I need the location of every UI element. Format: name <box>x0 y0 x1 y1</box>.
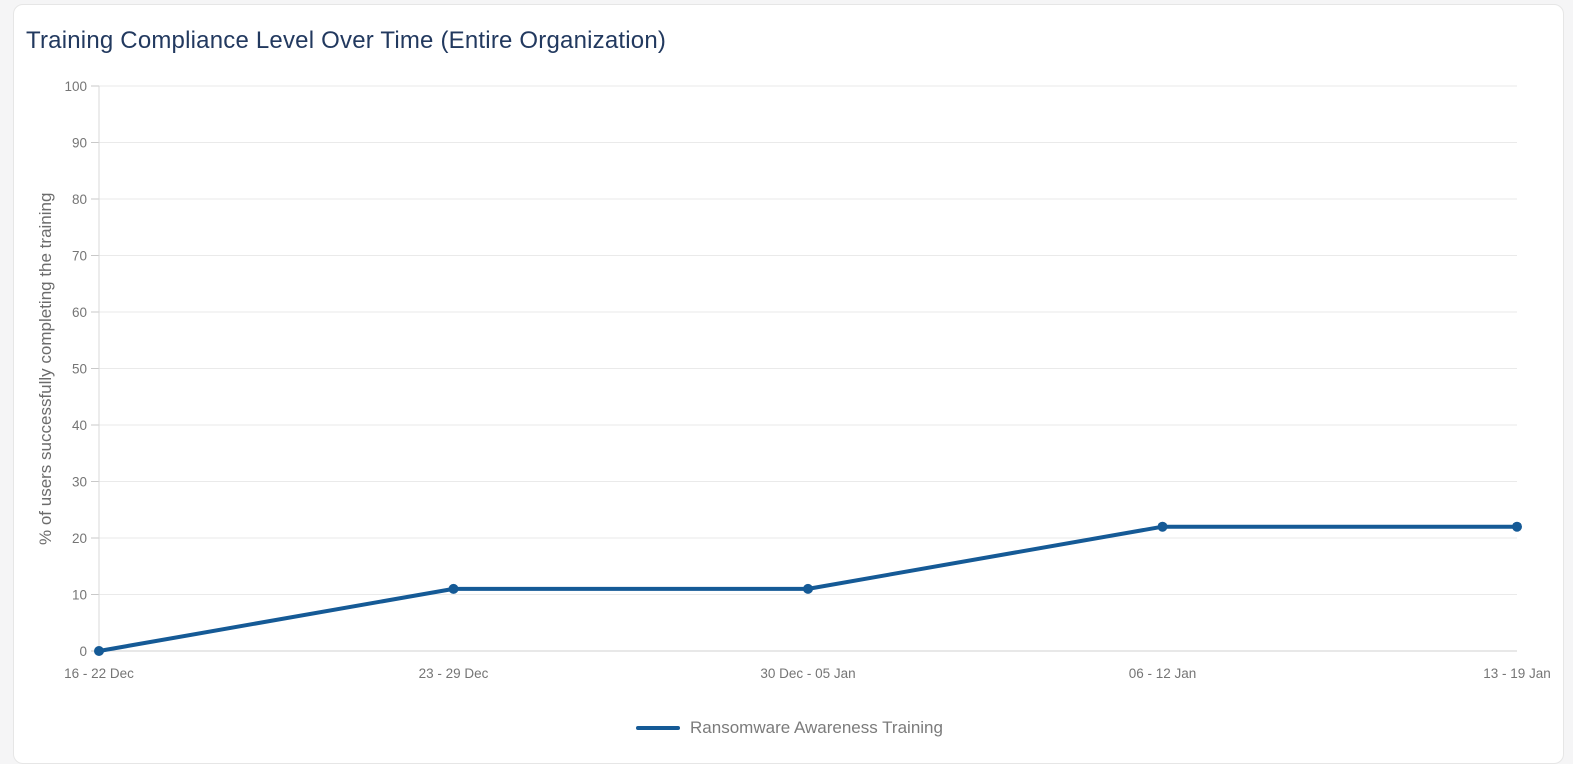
y-tick-label: 40 <box>72 418 87 433</box>
legend-line-swatch <box>636 726 681 730</box>
y-tick-label: 60 <box>72 305 87 320</box>
x-tick-label: 06 - 12 Jan <box>1129 666 1197 681</box>
legend-label: Ransomware Awareness Training <box>690 718 943 737</box>
y-tick-label: 0 <box>79 644 87 659</box>
data-point[interactable] <box>94 646 104 656</box>
data-point[interactable] <box>1512 521 1522 532</box>
y-tick-label: 30 <box>72 475 87 490</box>
x-tick-label: 16 - 22 Dec <box>64 666 134 681</box>
y-tick-label: 80 <box>72 192 87 207</box>
y-tick-label: 50 <box>72 362 87 377</box>
data-point[interactable] <box>448 583 459 594</box>
y-tick-label: 10 <box>72 588 87 603</box>
y-tick-label: 20 <box>72 531 87 546</box>
data-point[interactable] <box>803 583 813 594</box>
x-tick-label: 13 - 19 Jan <box>1483 666 1551 681</box>
chart-title: Training Compliance Level Over Time (Ent… <box>26 27 667 54</box>
y-tick-label: 100 <box>64 79 87 94</box>
data-point[interactable] <box>1157 521 1168 532</box>
compliance-line-chart: 0 10 20 30 40 50 60 70 80 90 100 16 - 22 Dec 23 - 29… <box>64 79 1551 681</box>
y-tick-label: 90 <box>72 136 87 151</box>
legend: Ransomware Awareness Training <box>14 718 1565 738</box>
x-tick-label: 30 Dec - 05 Jan <box>760 666 855 681</box>
chart-card: Training Compliance Level Over Time (Ent… <box>13 4 1564 764</box>
legend-item-ransomware-training[interactable]: Ransomware Awareness Training <box>636 718 943 738</box>
y-tick-label: 70 <box>72 249 87 264</box>
x-tick-label: 23 - 29 Dec <box>419 666 489 681</box>
